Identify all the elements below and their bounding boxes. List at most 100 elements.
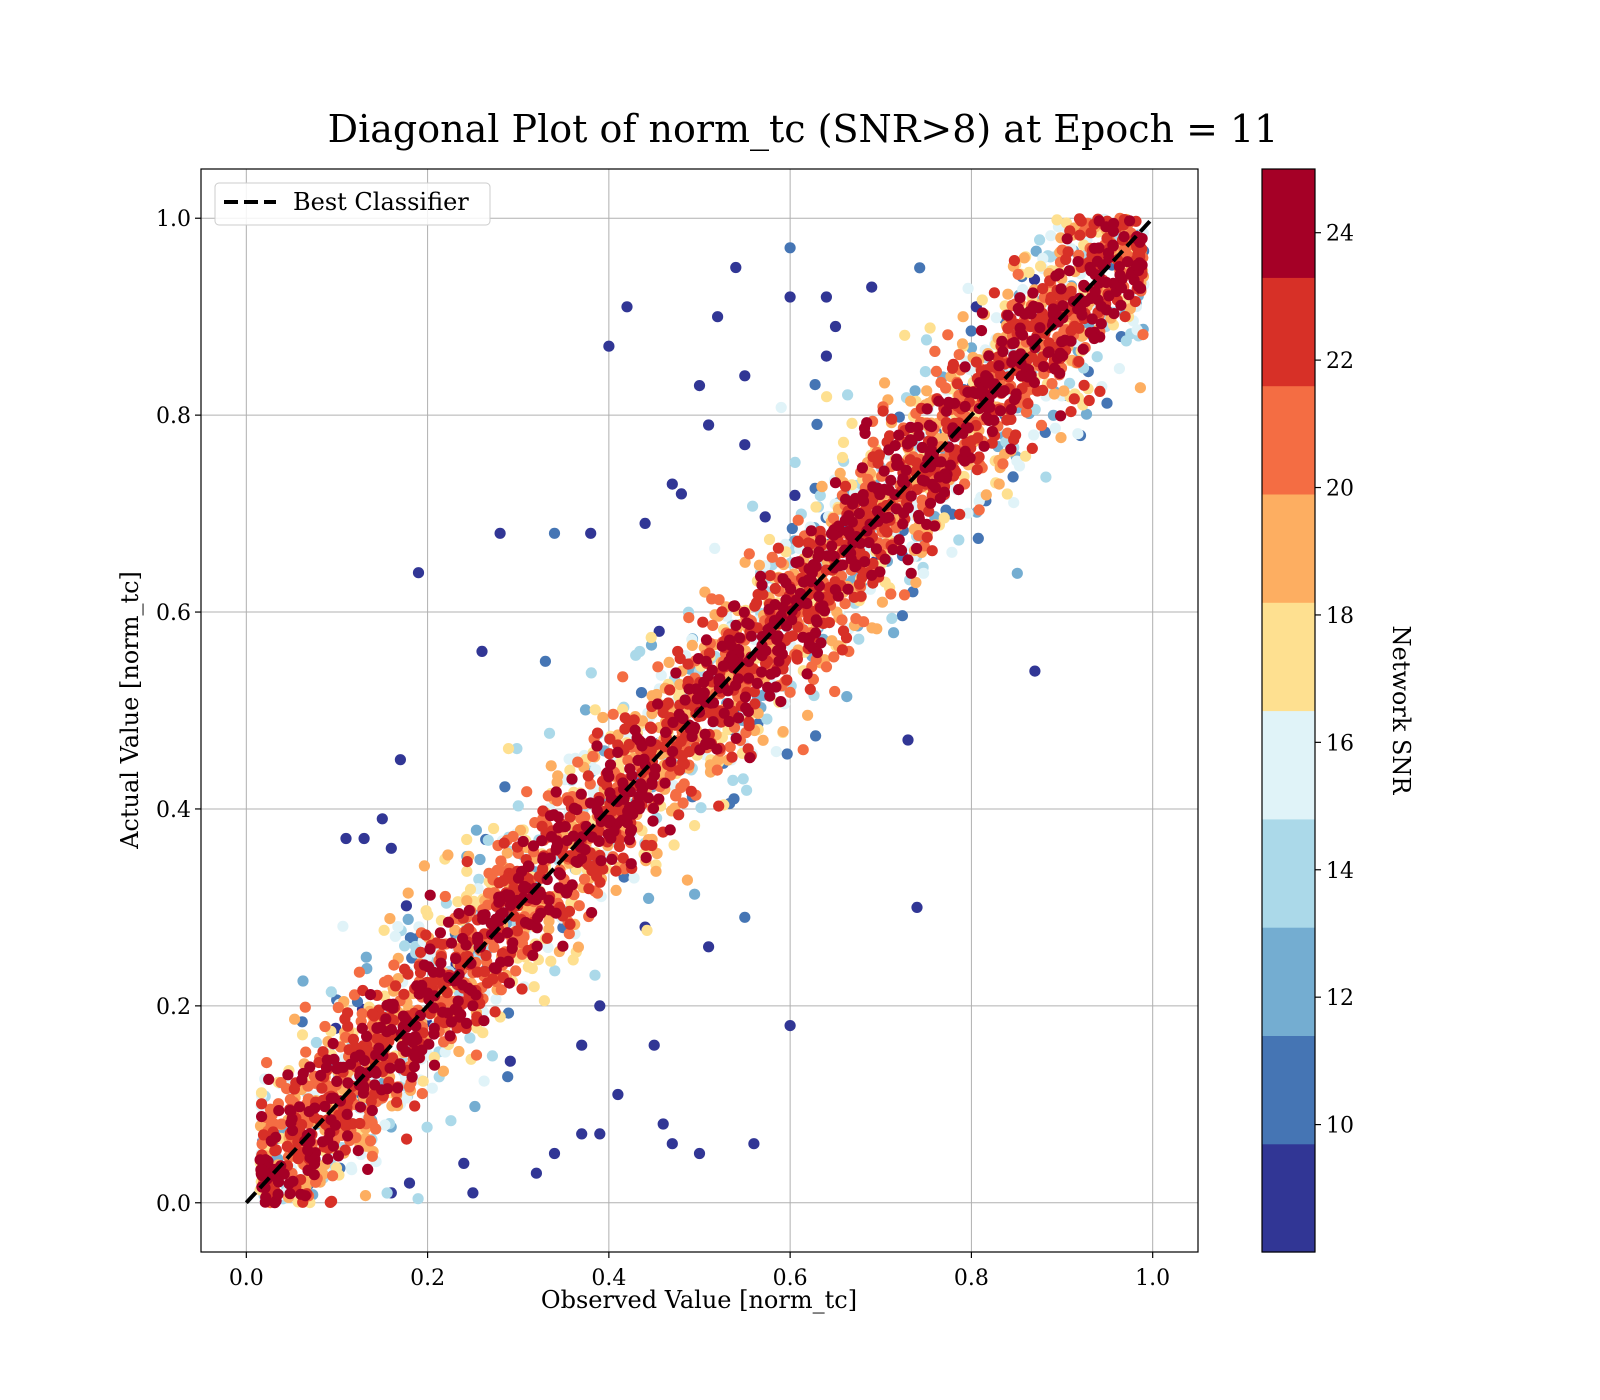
scatter-point [739,439,751,451]
scatter-point [806,575,818,587]
scatter-point [957,311,969,323]
scatter-point [461,865,473,877]
scatter-point [641,924,653,937]
scatter-point [805,525,817,537]
scatter-point [693,1147,706,1160]
scatter-point [659,777,671,789]
scatter-point [821,391,833,403]
scatter-point [743,716,755,728]
scatter-point [516,935,528,948]
scatter-point [653,793,665,805]
scatter-point [997,458,1009,470]
scatter-point [265,1135,277,1147]
scatter-point [416,1088,428,1100]
scatter-point [826,540,838,552]
scatter-point [689,820,701,832]
scatter-point [1012,268,1024,280]
scatter-point [603,771,615,783]
scatter-point [1028,300,1040,312]
scatter-point [648,1039,660,1051]
scatter-point [376,813,388,825]
scatter-point [792,535,804,547]
scatter-point [482,834,494,846]
y-tick-label: 0.4 [156,798,191,823]
scatter-point [692,653,705,665]
scatter-point [1056,336,1068,348]
scatter-point [748,1138,760,1150]
scatter-point [542,941,554,954]
scatter-point [410,1045,422,1057]
scatter-point [371,1032,383,1045]
scatter-point [488,941,500,953]
scatter-point [764,570,776,582]
scatter-point [942,329,954,341]
scatter-point [988,414,1000,426]
scatter-point [428,1051,440,1063]
scatter-point [770,746,782,758]
y-axis-ticks: 0.0 0.2 0.4 0.6 0.8 1.0 [156,207,201,1217]
scatter-point [693,380,706,392]
scatter-point [573,900,585,912]
scatter-points [254,212,1150,1209]
scatter-point [829,320,842,333]
scatter-point [775,696,787,708]
scatter-point [494,527,506,539]
scatter-point [820,291,833,303]
scatter-point [584,797,597,809]
scatter-point [902,554,914,566]
scatter-point [828,651,840,663]
scatter-point [497,875,509,887]
scatter-point [545,760,557,772]
scatter-point [1095,318,1107,330]
scatter-point [528,981,540,993]
best-classifier-line [244,216,1155,1205]
scatter-point [623,834,636,846]
scatter-point [1045,294,1057,307]
scatter-point [322,1134,334,1146]
scatter-point [517,882,530,894]
scatter-point [488,962,500,974]
scatter-point [548,809,560,821]
legend-label: Best Classifier [293,188,469,216]
colorbar-segment [1262,710,1315,820]
scatter-point [1137,329,1149,341]
scatter-point [512,800,524,812]
scatter-point [303,1106,315,1118]
scatter-point [316,1082,328,1094]
scatter-point [564,918,576,930]
scatter-point [971,464,983,476]
scatter-point [756,579,768,591]
scatter-point [604,759,617,771]
scatter-point [302,1144,314,1156]
scatter-point [337,1061,349,1073]
scatter-point [354,1101,367,1113]
scatter-point [628,714,640,726]
scatter-point [358,1083,370,1095]
scatter-point [1121,256,1134,268]
scatter-point [907,586,919,598]
scatter-point [712,311,724,323]
scatter-point [683,612,695,624]
scatter-point [1124,215,1136,227]
scatter-point [1123,289,1135,301]
scatter-point [911,901,923,914]
scatter-point [722,698,734,710]
scatter-point [913,530,925,542]
scatter-point [897,473,909,485]
scatter-point [682,658,694,670]
scatter-point [612,746,624,759]
scatter-point [902,734,914,746]
scatter-point [853,578,866,590]
scatter-point [821,550,834,562]
scatter-point [972,532,984,545]
scatter-point [727,653,739,666]
scatter-point [412,1193,424,1205]
scatter-point [603,748,616,760]
scatter-point [780,594,792,606]
scatter-point [530,1167,543,1179]
scatter-point [689,888,701,900]
scatter-point [814,490,826,502]
scatter-point [791,649,803,661]
scatter-point [259,1196,271,1208]
scatter-point [1100,276,1112,289]
